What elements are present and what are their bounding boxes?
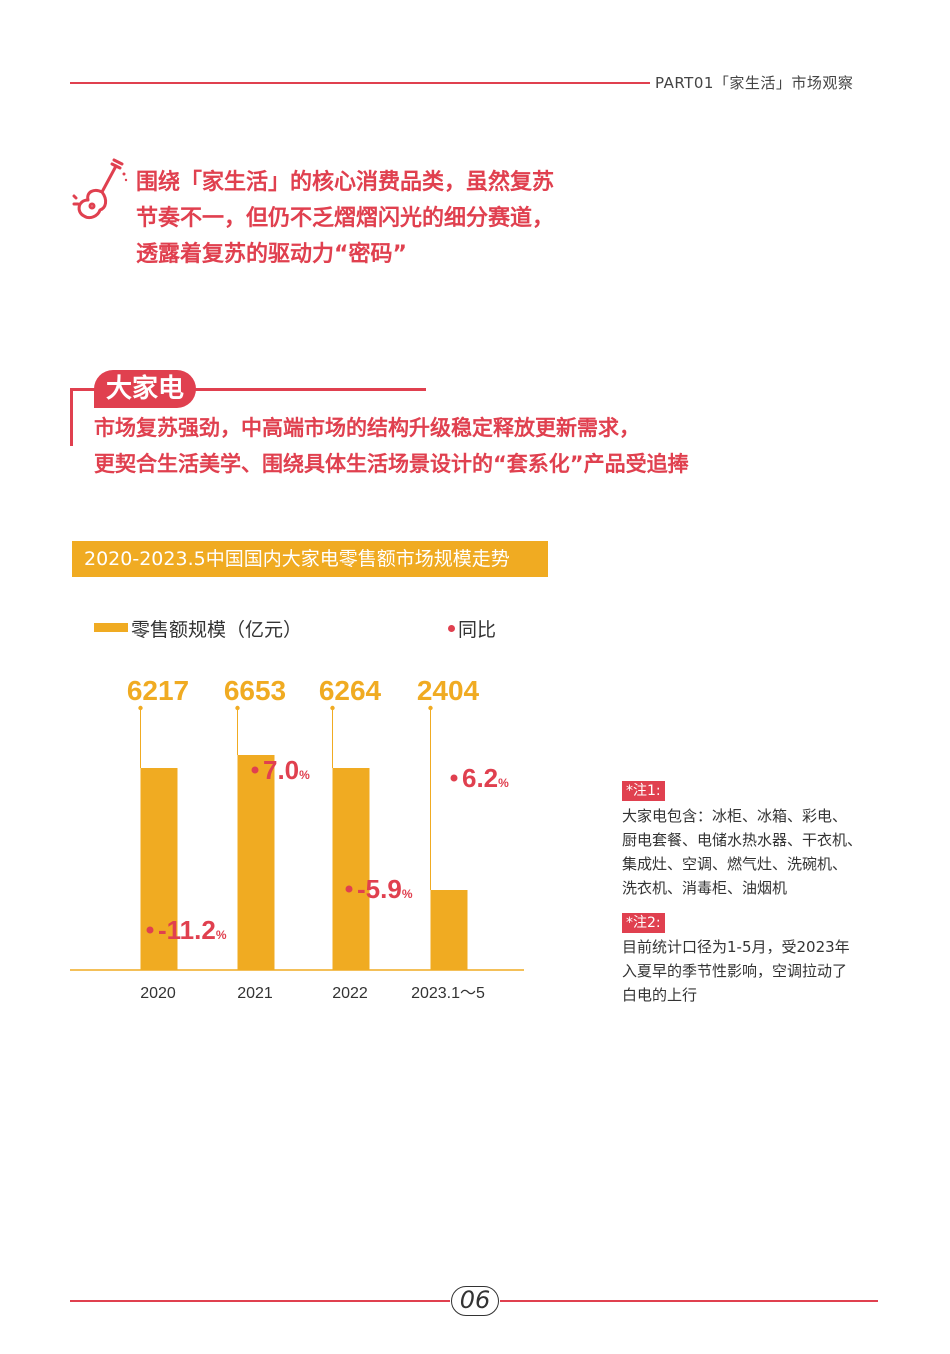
pct-value: -11.2 bbox=[158, 915, 216, 945]
pct-label: -11.2% bbox=[158, 915, 227, 945]
legend-bar-label: 零售额规模（亿元） bbox=[131, 619, 303, 641]
section-subtitle-line: 更契合生活美学、围绕具体生活场景设计的“套系化”产品受追捧 bbox=[94, 452, 689, 476]
legend-dot-label: 同比 bbox=[458, 619, 497, 641]
pct-unit: % bbox=[216, 928, 227, 942]
section-subtitle-line: 市场复苏强劲，中高端市场的结构升级稳定释放更新需求， bbox=[94, 416, 640, 440]
note-2-tag: *注2: bbox=[622, 913, 665, 933]
note-line: 大家电包含：冰柜、冰箱、彩电、 bbox=[622, 807, 848, 825]
section-subtitle: 市场复苏强劲，中高端市场的结构升级稳定释放更新需求， 更契合生活美学、围绕具体生… bbox=[94, 410, 689, 482]
pct-unit: % bbox=[299, 768, 310, 782]
note-1-body: 大家电包含：冰柜、冰箱、彩电、 厨电套餐、电储水热水器、干衣机、 集成灶、空调、… bbox=[622, 804, 897, 900]
note-line: 目前统计口径为1-5月，受2023年 bbox=[622, 938, 850, 956]
guitar-icon bbox=[72, 158, 128, 220]
bar bbox=[430, 890, 468, 970]
value-label: 2404 bbox=[417, 675, 480, 706]
pct-unit: % bbox=[498, 776, 509, 790]
pct-value: 7.0 bbox=[263, 755, 299, 785]
section-bracket bbox=[70, 388, 426, 446]
bar bbox=[237, 755, 275, 970]
intro-line: 节奏不一，但仍不乏熠熠闪光的细分赛道， bbox=[136, 206, 555, 231]
section-title: 大家电 bbox=[94, 370, 197, 408]
pct-dot bbox=[345, 885, 353, 893]
intro-line: 围绕「家生活」的核心消费品类，虽然复苏 bbox=[136, 170, 555, 195]
x-tick-label: 2021 bbox=[237, 985, 273, 1002]
note-line: 集成灶、空调、燃气灶、洗碗机、 bbox=[622, 855, 848, 873]
bar bbox=[332, 768, 370, 970]
x-tick-label: 2020 bbox=[140, 985, 176, 1002]
note-line: 白电的上行 bbox=[622, 986, 698, 1004]
value-label: 6217 bbox=[127, 675, 189, 706]
note-2-body: 目前统计口径为1-5月，受2023年 入夏早的季节性影响，空调拉动了 白电的上行 bbox=[622, 935, 897, 1007]
note-line: 入夏早的季节性影响，空调拉动了 bbox=[622, 962, 848, 980]
value-leader-dot bbox=[138, 705, 143, 711]
value-label: 6264 bbox=[319, 675, 382, 706]
footer-rule-left bbox=[70, 1300, 450, 1302]
note-line: 厨电套餐、电储水热水器、干衣机、 bbox=[622, 831, 863, 849]
x-tick-label: 2022 bbox=[332, 985, 368, 1002]
pct-unit: % bbox=[402, 887, 413, 901]
intro-text: 围绕「家生活」的核心消费品类，虽然复苏 节奏不一，但仍不乏熠熠闪光的细分赛道， … bbox=[136, 165, 554, 273]
note-line: 洗衣机、消毒柜、油烟机 bbox=[622, 879, 788, 897]
value-leader-dot bbox=[330, 705, 335, 711]
chart-title: 2020-2023.5中国国内大家电零售额市场规模走势 bbox=[72, 541, 548, 577]
bar-chart: 6217 6653 6264 2404 2020 2021 2022 2023.1～5 -11.… bbox=[70, 675, 524, 1002]
intro-line: 透露着复苏的驱动力“密码” bbox=[136, 242, 407, 267]
pct-label: 7.0% bbox=[263, 755, 310, 785]
pct-value: -5.9 bbox=[357, 874, 402, 904]
pct-label: -5.9% bbox=[357, 874, 413, 904]
header-rule bbox=[70, 82, 650, 84]
legend-dot-swatch bbox=[448, 625, 455, 632]
pct-dot bbox=[450, 774, 458, 782]
pct-dot bbox=[251, 766, 259, 774]
x-tick-label: 2023.1～5 bbox=[411, 985, 485, 1002]
footer-rule-right bbox=[500, 1300, 878, 1302]
note-1-tag: *注1: bbox=[622, 781, 665, 801]
value-leader-dot bbox=[428, 705, 433, 711]
bar bbox=[140, 768, 178, 970]
page-number: 06 bbox=[451, 1286, 499, 1316]
pct-value: 6.2 bbox=[462, 763, 498, 793]
header-title: PART01「家生活」市场观察 bbox=[655, 74, 854, 92]
pct-dot bbox=[146, 926, 154, 934]
value-label: 6653 bbox=[224, 675, 286, 706]
value-leader-dot bbox=[235, 705, 240, 711]
legend-bar-swatch bbox=[94, 623, 128, 632]
pct-label: 6.2% bbox=[462, 763, 509, 793]
